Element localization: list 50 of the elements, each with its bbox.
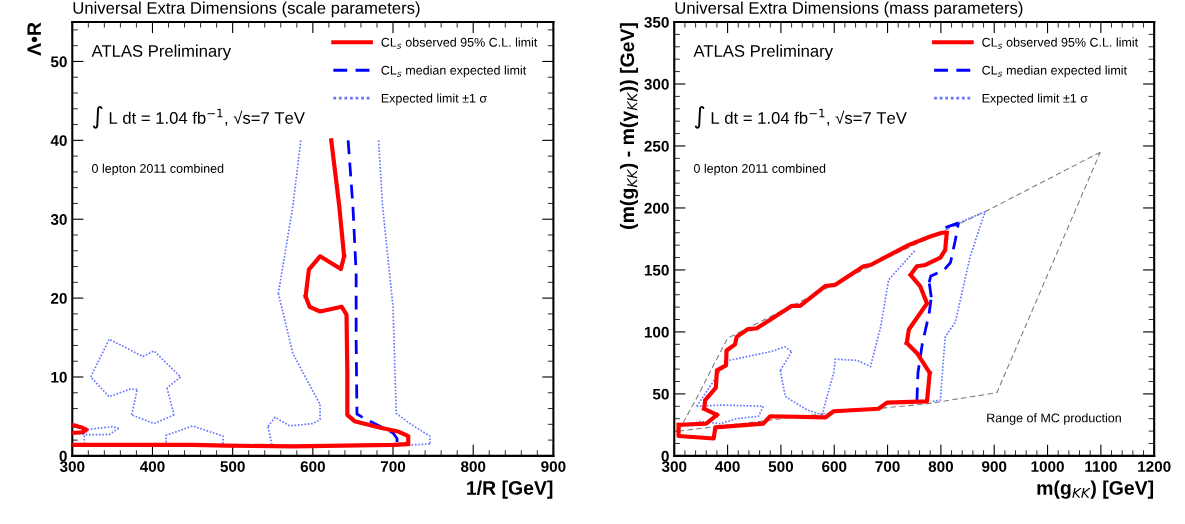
y-axis-title: Λ•R — [27, 22, 41, 56]
y-tick-label: 100 — [644, 326, 669, 338]
legend-label: CL$_{s}$ median expected limit — [381, 65, 527, 78]
y-tick-label: 200 — [644, 202, 669, 214]
x-tick-label: 400 — [715, 461, 740, 472]
x-tick-label: 600 — [300, 461, 325, 472]
x-tick-label: 700 — [380, 461, 406, 472]
x-axis-title: 1/R [GeV] — [467, 480, 553, 499]
annotation: ∫ L dt = 1.04 fb$^{−1}$, √s=7 TeV — [694, 105, 907, 129]
x-tick-label: 900 — [982, 461, 1007, 472]
x-axis-title: m(g$_{KK}$) [GeV] — [1037, 480, 1154, 499]
y-tick-label: 50 — [652, 388, 669, 400]
x-tick-label: 800 — [460, 461, 486, 472]
y-axis-title: (m(g$_{KK}$) - m(γ$_{KK}$)) [GeV] — [619, 23, 639, 229]
legend-label: CL$_{s}$ median expected limit — [982, 65, 1127, 78]
y-tick-label: 40 — [50, 135, 67, 147]
x-tick-label: 300 — [661, 461, 687, 472]
annotation: Range of MC production — [987, 413, 1121, 425]
x-tick-label: 500 — [220, 461, 245, 472]
y-tick-label: 300 — [644, 78, 669, 90]
legend-label: Expected limit ±1 σ — [982, 93, 1088, 106]
legend-label: CL$_{s}$ observed 95% C.L. limit — [381, 37, 538, 49]
y-tick-label: 0 — [661, 450, 669, 462]
chart-title: Universal Extra Dimensions (mass parameters) — [675, 1, 1023, 18]
x-tick-label: 400 — [139, 461, 165, 472]
annotation: ATLAS Preliminary — [91, 44, 232, 61]
x-tick-label: 700 — [875, 461, 900, 472]
x-tick-label: 1100 — [1085, 461, 1117, 472]
annotation: 0 lepton 2011 combined — [92, 163, 224, 176]
y-tick-label: 50 — [50, 56, 67, 68]
annotation: ∫ L dt = 1.04 fb$^{−1}$, √s=7 TeV — [92, 105, 305, 129]
y-tick-label: 350 — [644, 16, 669, 28]
y-tick-label: 0 — [59, 450, 67, 462]
legend-label: CL$_{s}$ observed 95% C.L. limit — [982, 37, 1139, 49]
y-tick-label: 150 — [644, 264, 669, 276]
y-tick-label: 250 — [644, 140, 669, 152]
x-tick-label: 500 — [768, 461, 794, 472]
x-tick-label: 1000 — [1031, 461, 1064, 472]
y-tick-label: 20 — [50, 292, 67, 304]
x-tick-label: 600 — [822, 461, 847, 472]
y-tick-label: 10 — [51, 371, 67, 383]
x-tick-label: 800 — [928, 461, 954, 472]
chart-title: Universal Extra Dimensions (scale parameters) — [73, 1, 420, 18]
annotation: 0 lepton 2011 combined — [693, 163, 826, 176]
annotation: ATLAS Preliminary — [693, 44, 833, 61]
legend-label: Expected limit ±1 σ — [381, 93, 487, 106]
x-tick-label: 300 — [59, 461, 85, 472]
x-tick-label: 1200 — [1138, 461, 1171, 472]
x-tick-label: 900 — [541, 461, 566, 472]
y-tick-label: 30 — [50, 214, 67, 225]
